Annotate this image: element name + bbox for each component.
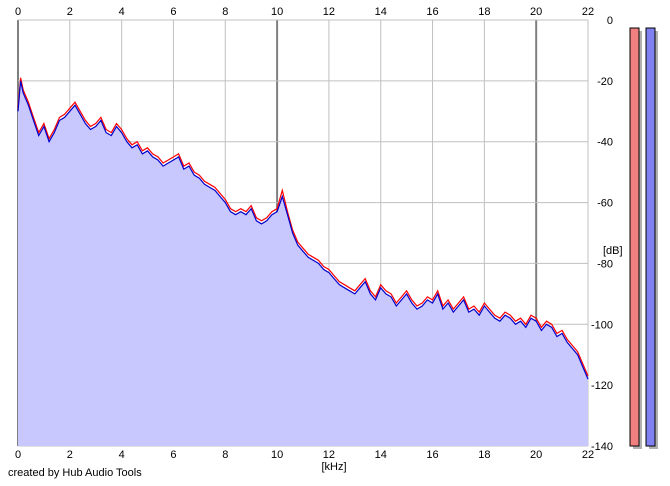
y-tick--40: -40 <box>597 137 613 149</box>
x-tick-top-6: 6 <box>170 6 176 18</box>
y-tick--60: -60 <box>597 198 613 210</box>
spectrum-line-left <box>17 77 589 377</box>
x-axis-label: [kHz] <box>321 461 346 473</box>
y-tick-0: 0 <box>607 15 613 27</box>
meter-right <box>645 27 656 447</box>
meter-left <box>629 27 640 447</box>
x-tick-bottom-8: 8 <box>222 449 228 461</box>
y-tick--20: -20 <box>597 76 613 88</box>
x-tick-bottom-18: 18 <box>478 449 490 461</box>
spectrum-area-fill <box>18 80 588 447</box>
spectrum-line-right <box>17 80 589 380</box>
level-meters <box>629 27 658 449</box>
x-tick-top-10: 10 <box>271 6 283 18</box>
x-tick-top-22: 22 <box>582 6 594 18</box>
x-tick-top-4: 4 <box>119 6 125 18</box>
y-tick--120: -120 <box>591 380 613 392</box>
y-tick--100: -100 <box>591 319 613 331</box>
x-tick-top-8: 8 <box>222 6 228 18</box>
x-tick-bottom-2: 2 <box>67 449 73 461</box>
x-tick-top-14: 14 <box>375 6 387 18</box>
spectrum-series <box>17 77 589 380</box>
spectrum-area <box>18 80 588 447</box>
x-tick-bottom-0: 0 <box>15 449 21 461</box>
x-tick-top-0: 0 <box>15 6 21 18</box>
x-tick-top-12: 12 <box>323 6 335 18</box>
y-tick--80: -80 <box>597 258 613 270</box>
x-tick-bottom-12: 12 <box>323 449 335 461</box>
y-tick-labels: 0 -20 -40 -60 -80 -100 -120 -140 <box>591 15 613 453</box>
credit-text: created by Hub Audio Tools <box>8 467 142 479</box>
x-tick-bottom-22: 22 <box>582 449 594 461</box>
x-tick-bottom-14: 14 <box>375 449 387 461</box>
y-tick--140: -140 <box>591 441 613 453</box>
x-tick-bottom-10: 10 <box>271 449 283 461</box>
x-tick-bottom-6: 6 <box>170 449 176 461</box>
x-tick-top-20: 20 <box>530 6 542 18</box>
x-tick-bottom-16: 16 <box>426 449 438 461</box>
x-tick-top-18: 18 <box>478 6 490 18</box>
x-tick-bottom-4: 4 <box>119 449 125 461</box>
x-tick-top-16: 16 <box>426 6 438 18</box>
x-tick-bottom-20: 20 <box>530 449 542 461</box>
y-axis-label: [dB] <box>603 245 623 257</box>
x-tick-top-2: 2 <box>67 6 73 18</box>
